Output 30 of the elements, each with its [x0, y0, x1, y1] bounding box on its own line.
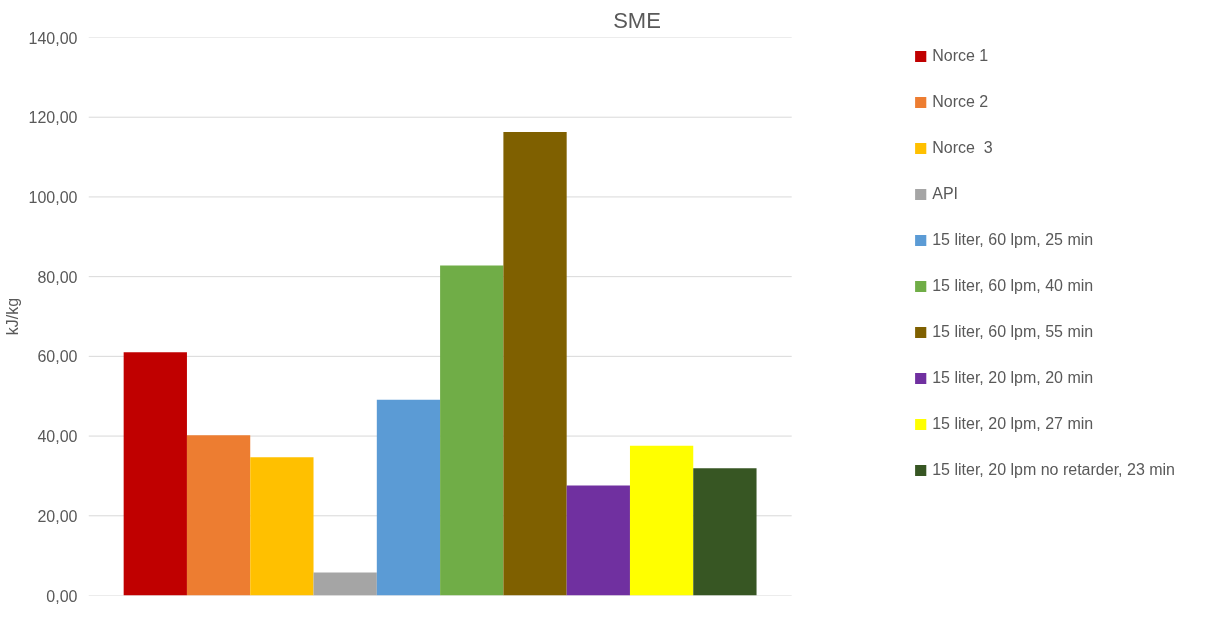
y-tick-label: 20,00	[37, 507, 78, 525]
bar	[440, 265, 504, 596]
y-tick-label: 60,00	[37, 348, 78, 366]
bar	[250, 457, 314, 596]
y-tick-label: 40,00	[37, 428, 78, 446]
legend-label: 15 liter, 20 lpm no retarder, 23 min	[932, 461, 1175, 479]
bar	[376, 399, 441, 596]
chart-title: SME	[613, 7, 661, 33]
bar	[123, 352, 187, 596]
y-tick-label: 140,00	[28, 29, 78, 47]
bar	[186, 435, 251, 596]
bar	[313, 572, 377, 596]
bar	[693, 468, 757, 596]
legend-label: 15 liter, 60 lpm, 55 min	[932, 323, 1094, 341]
bar	[629, 445, 694, 596]
y-tick-label: 80,00	[37, 268, 78, 286]
legend-label: 15 liter, 60 lpm, 25 min	[932, 231, 1094, 249]
legend-label: 15 liter, 20 lpm, 27 min	[932, 415, 1094, 433]
y-tick-label: 120,00	[28, 109, 78, 127]
legend-label: 15 liter, 60 lpm, 40 min	[932, 277, 1094, 295]
legend-label: Norce 2	[932, 93, 989, 111]
bar	[503, 131, 567, 596]
y-tick-label: 0,00	[46, 587, 78, 605]
legend-label: 15 liter, 20 lpm, 20 min	[932, 369, 1094, 387]
legend-label: API	[932, 185, 958, 203]
legend-label: Norce 1	[932, 47, 989, 65]
y-axis-title: kJ/kg	[3, 297, 21, 336]
bar	[566, 485, 630, 596]
y-tick-label: 100,00	[28, 188, 78, 206]
legend-label: Norce 3	[932, 139, 993, 157]
